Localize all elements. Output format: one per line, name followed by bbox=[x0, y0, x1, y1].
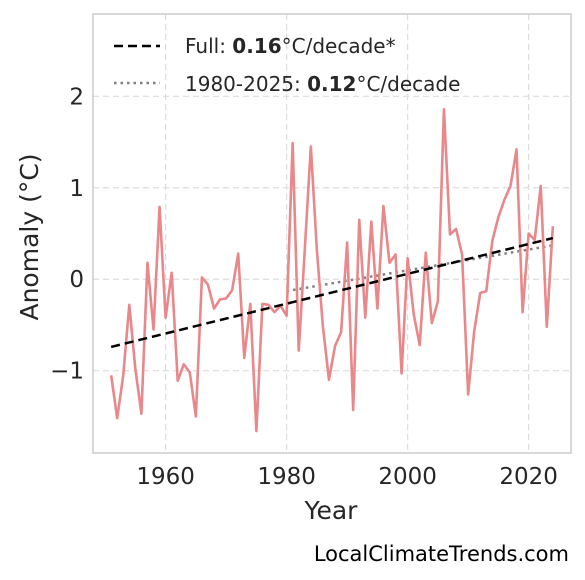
y-tick-label: −1 bbox=[50, 359, 84, 385]
x-axis-title: Year bbox=[304, 496, 359, 525]
trend-line-full bbox=[110, 236, 554, 349]
legend-entry-recent: 1980-2025: 0.12°C/decade bbox=[185, 72, 460, 96]
grid-lines bbox=[93, 14, 571, 453]
legend-full-suffix: °C/decade* bbox=[282, 34, 396, 58]
legend-recent-prefix: 1980-2025: bbox=[185, 72, 307, 96]
y-tick-label: 2 bbox=[69, 84, 84, 110]
legend-full-value: 0.16 bbox=[232, 34, 281, 58]
legend-full-prefix: Full: bbox=[185, 34, 232, 58]
trend-lines bbox=[286, 244, 554, 293]
trend-line-recent bbox=[286, 244, 554, 293]
y-axis-title: Anomaly (°C) bbox=[15, 153, 44, 320]
legend: Full: 0.16°C/decade* 1980-2025: 0.12°C/d… bbox=[114, 34, 460, 96]
footer-site-name: LocalClimateTrends.com bbox=[314, 542, 569, 566]
x-tick-label: 2000 bbox=[378, 464, 437, 490]
x-tick-label: 1960 bbox=[136, 464, 195, 490]
anomaly-series-line bbox=[109, 107, 555, 433]
legend-recent-value: 0.12 bbox=[307, 72, 356, 96]
plot-frame bbox=[92, 13, 572, 454]
y-tick-label: 1 bbox=[69, 176, 84, 202]
x-tick-label: 1980 bbox=[257, 464, 316, 490]
legend-entry-full: Full: 0.16°C/decade* bbox=[185, 34, 396, 58]
tick-labels: 1960 1980 2000 2020 −1 0 1 2 bbox=[50, 84, 558, 490]
y-tick-label: 0 bbox=[69, 267, 84, 293]
legend-recent-suffix: °C/decade bbox=[356, 72, 460, 96]
x-tick-label: 2020 bbox=[499, 464, 558, 490]
series-group bbox=[109, 107, 555, 433]
